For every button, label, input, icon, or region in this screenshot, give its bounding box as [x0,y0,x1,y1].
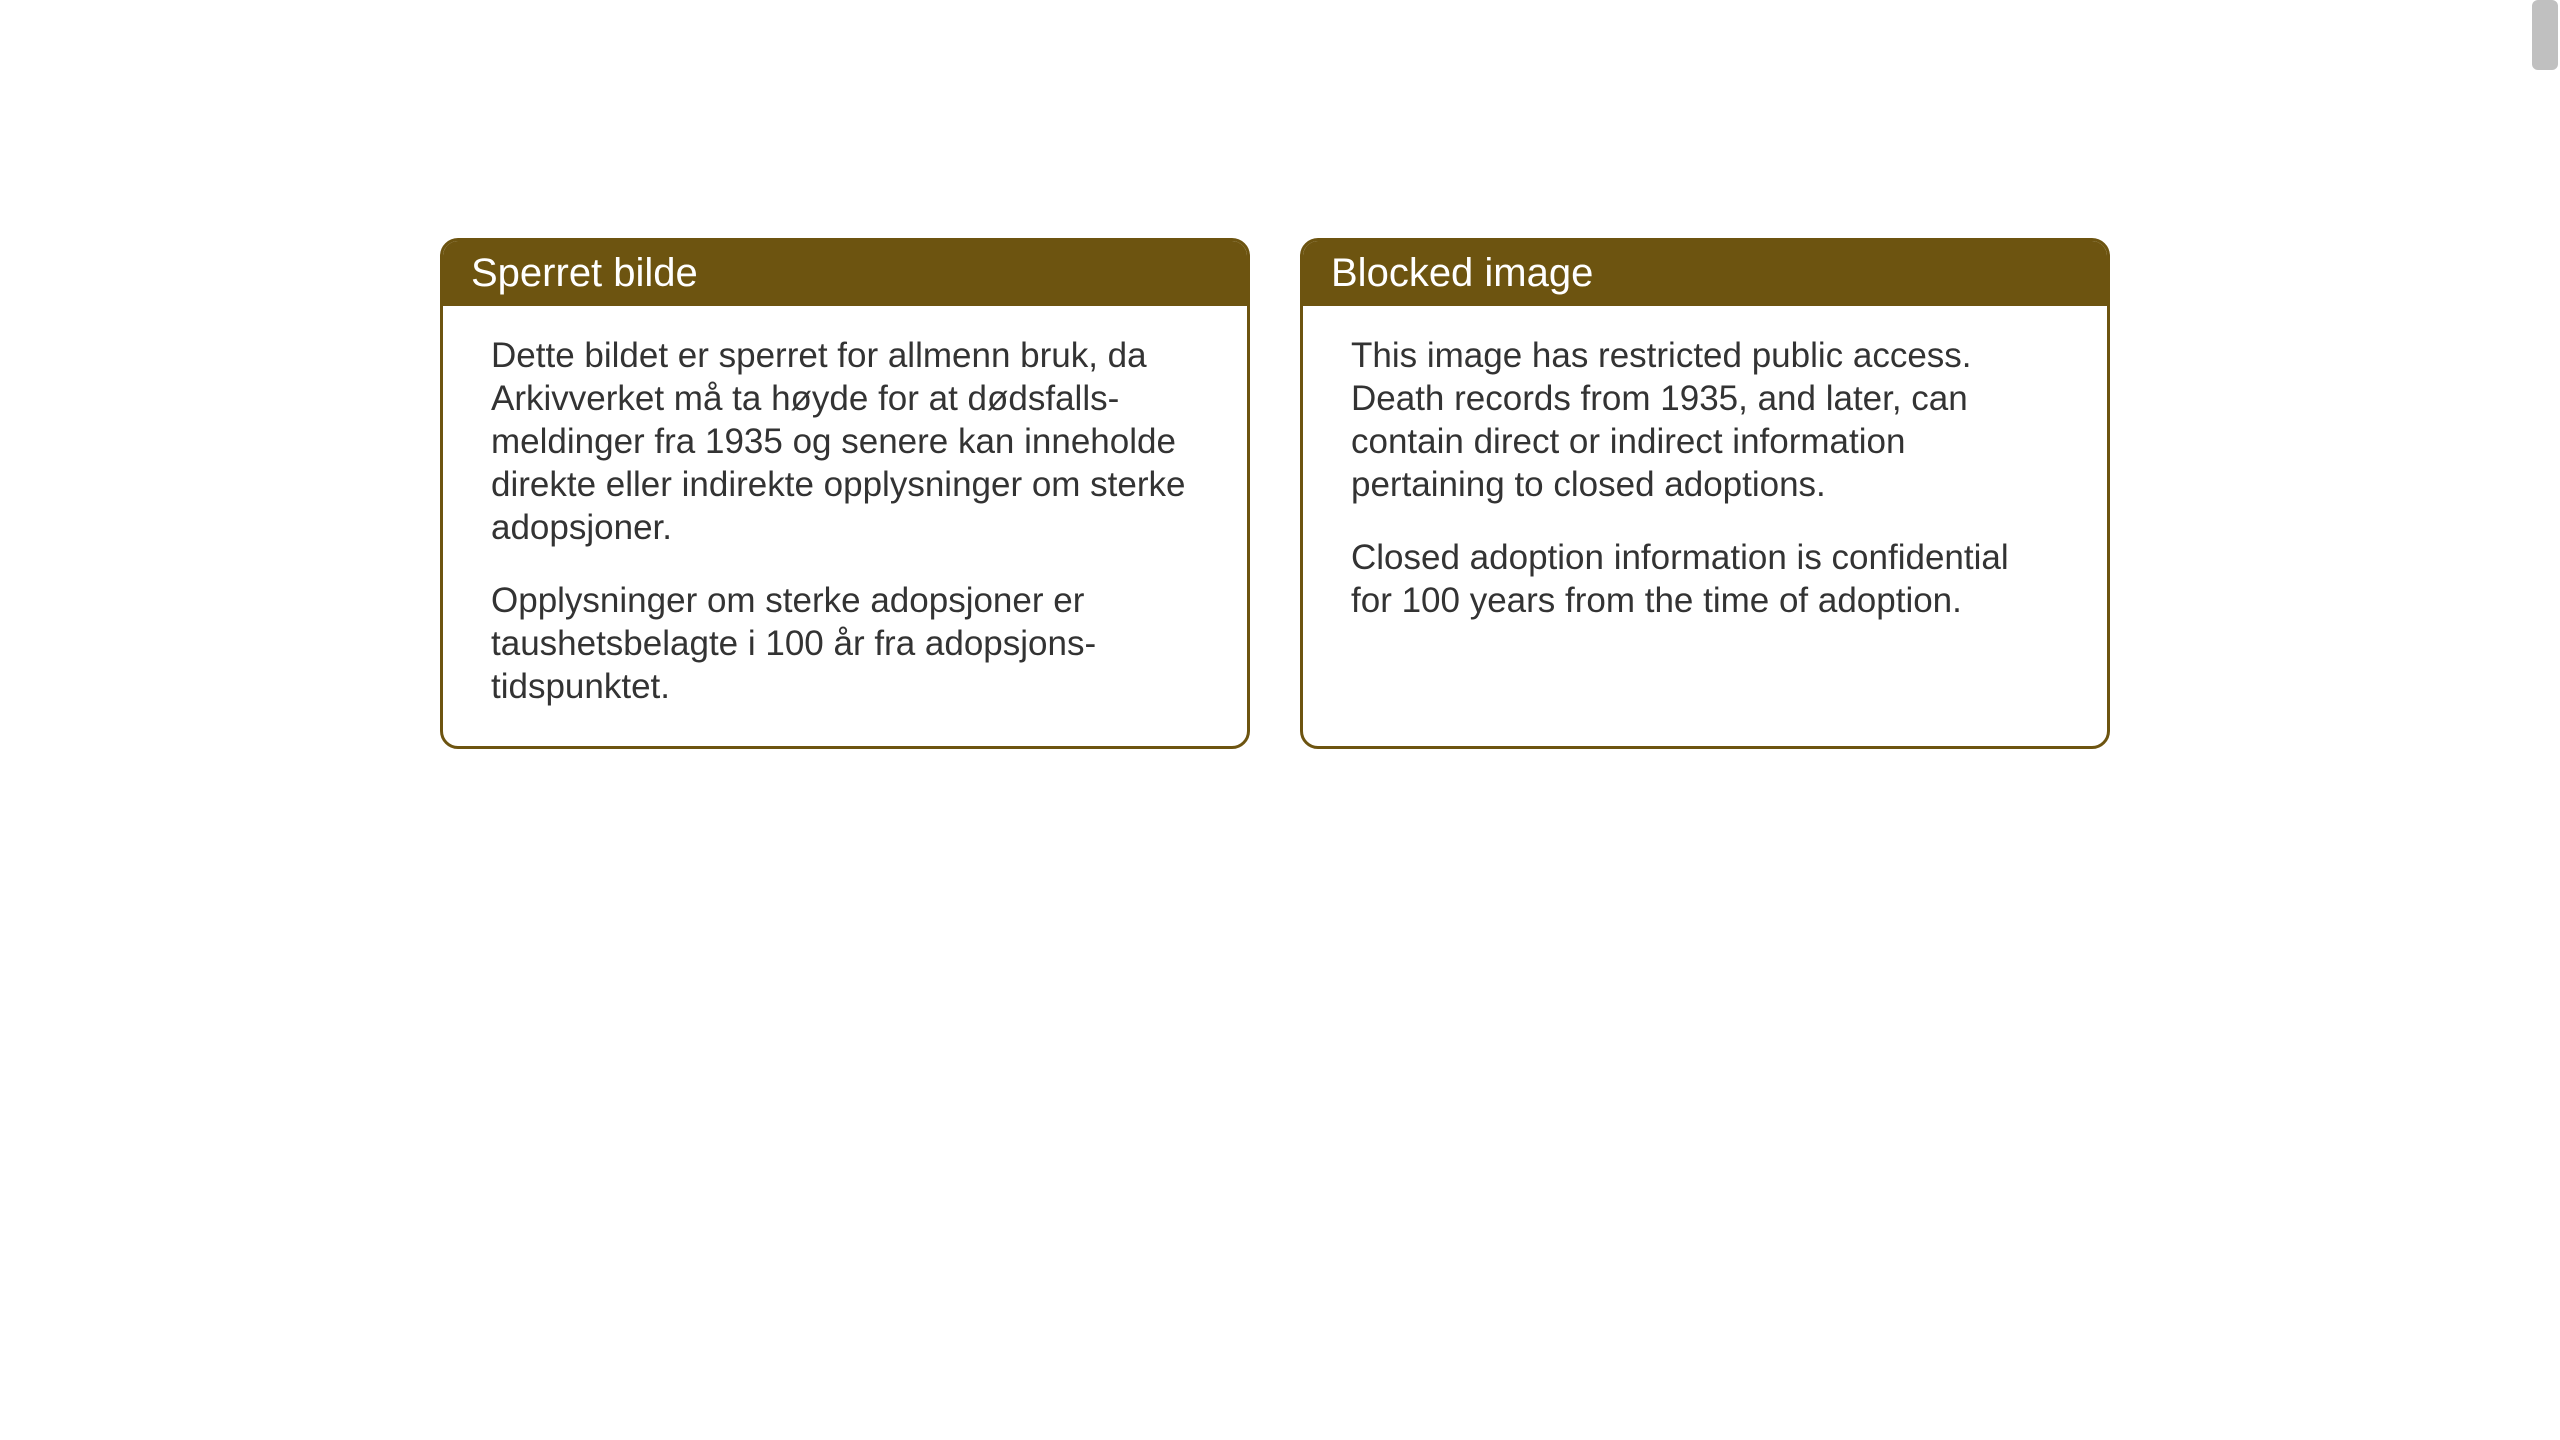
card-norwegian: Sperret bilde Dette bildet er sperret fo… [440,238,1250,749]
card-english: Blocked image This image has restricted … [1300,238,2110,749]
card-english-title: Blocked image [1331,251,1593,295]
card-english-paragraph-1: This image has restricted public access.… [1351,334,2059,506]
card-norwegian-paragraph-2: Opplysninger om sterke adopsjoner er tau… [491,579,1199,708]
card-english-paragraph-2: Closed adoption information is confident… [1351,536,2059,622]
cards-container: Sperret bilde Dette bildet er sperret fo… [440,238,2110,749]
card-norwegian-body: Dette bildet er sperret for allmenn bruk… [443,306,1247,746]
card-english-body: This image has restricted public access.… [1303,306,2107,746]
card-norwegian-header: Sperret bilde [443,241,1247,306]
card-norwegian-title: Sperret bilde [471,251,698,295]
page-scrollbar[interactable] [2532,0,2558,70]
card-english-header: Blocked image [1303,241,2107,306]
card-norwegian-paragraph-1: Dette bildet er sperret for allmenn bruk… [491,334,1199,549]
